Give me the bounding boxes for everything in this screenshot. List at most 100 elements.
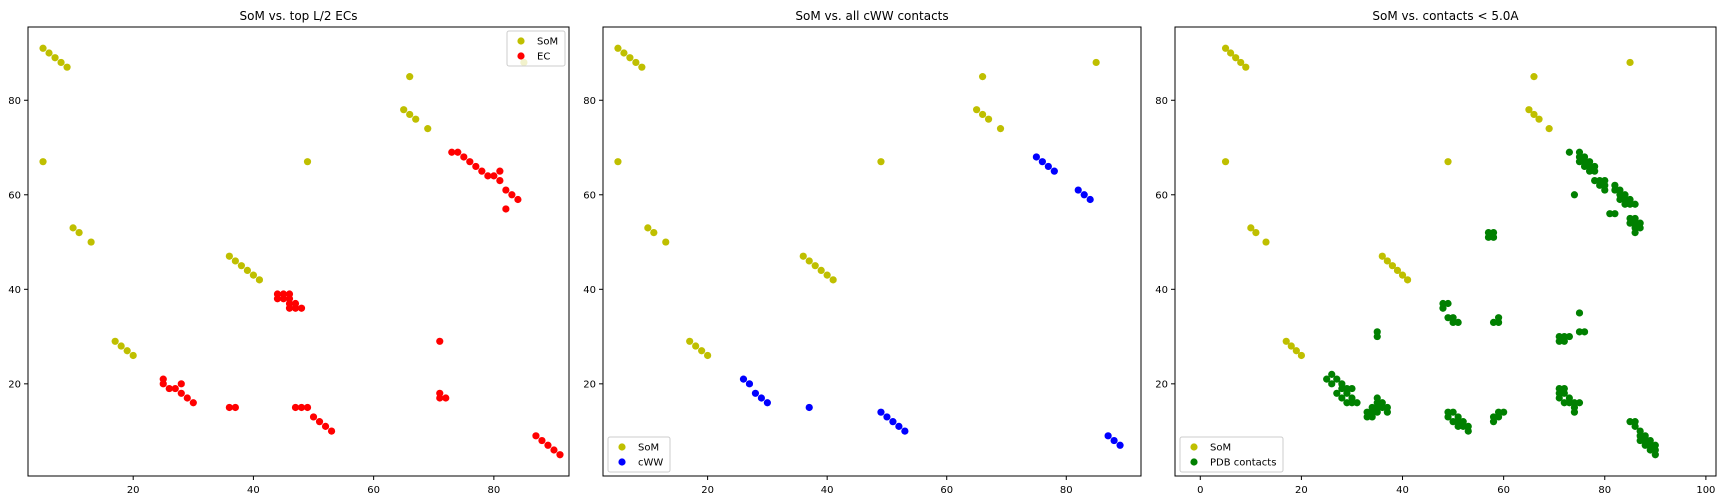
data-point bbox=[327, 427, 336, 435]
data-point bbox=[984, 115, 993, 123]
data-point bbox=[1287, 342, 1295, 350]
data-point bbox=[1580, 162, 1589, 171]
data-point bbox=[1353, 399, 1361, 407]
data-point bbox=[817, 266, 825, 275]
data-point bbox=[1373, 332, 1381, 341]
x-tick-label: 60 bbox=[367, 485, 380, 496]
data-point bbox=[1373, 408, 1381, 416]
data-point bbox=[1338, 394, 1346, 402]
data-point bbox=[805, 403, 813, 412]
data-point bbox=[662, 238, 670, 246]
data-point bbox=[1565, 332, 1573, 341]
data-point bbox=[225, 403, 233, 412]
data-point bbox=[87, 238, 95, 246]
data-point bbox=[805, 257, 813, 265]
legend-marker bbox=[618, 443, 626, 451]
data-point bbox=[237, 262, 245, 270]
legend-label: EC bbox=[537, 52, 550, 63]
legend-label: SoM bbox=[638, 443, 659, 454]
data-point bbox=[1104, 432, 1112, 440]
data-point bbox=[1626, 219, 1634, 227]
data-point bbox=[1646, 446, 1654, 454]
data-point bbox=[1449, 408, 1457, 416]
data-point bbox=[1449, 318, 1457, 326]
data-point bbox=[460, 153, 468, 161]
data-point bbox=[1631, 228, 1639, 237]
data-point bbox=[1227, 49, 1235, 57]
data-point bbox=[1343, 399, 1351, 407]
data-point bbox=[436, 394, 444, 402]
chart-title: SoM vs. top L/2 ECs bbox=[240, 9, 358, 23]
legend-marker bbox=[1190, 458, 1198, 466]
data-point bbox=[1262, 238, 1270, 246]
data-point bbox=[279, 295, 288, 303]
data-point bbox=[117, 342, 125, 350]
data-point bbox=[978, 110, 987, 119]
x-tick-label: 40 bbox=[821, 485, 834, 496]
data-point bbox=[159, 380, 167, 388]
data-point bbox=[57, 58, 65, 67]
data-point bbox=[1110, 436, 1118, 445]
data-point bbox=[1368, 413, 1376, 421]
data-point bbox=[704, 351, 712, 360]
x-tick-label: 80 bbox=[1060, 485, 1073, 496]
data-point bbox=[502, 186, 510, 194]
series-som bbox=[39, 44, 528, 360]
data-point bbox=[1606, 210, 1614, 218]
data-point bbox=[1333, 389, 1341, 397]
data-point bbox=[1626, 58, 1634, 67]
data-point bbox=[1530, 110, 1538, 119]
data-point bbox=[1323, 375, 1331, 383]
data-point bbox=[901, 427, 909, 435]
data-point bbox=[508, 191, 516, 199]
legend: SoM EC bbox=[506, 30, 566, 67]
data-point bbox=[249, 271, 258, 279]
data-point bbox=[973, 106, 981, 114]
data-point bbox=[297, 304, 306, 312]
data-point bbox=[165, 384, 173, 393]
data-point bbox=[1560, 337, 1568, 345]
data-point bbox=[1378, 403, 1386, 412]
data-point bbox=[75, 228, 83, 237]
data-point bbox=[177, 389, 185, 397]
data-point bbox=[556, 451, 564, 459]
series-som bbox=[1221, 44, 1634, 360]
data-point bbox=[1343, 389, 1351, 397]
data-point bbox=[39, 158, 47, 166]
x-tick-label: 80 bbox=[487, 485, 500, 496]
data-point bbox=[1555, 337, 1563, 345]
data-point bbox=[255, 276, 264, 284]
data-point bbox=[1570, 408, 1579, 416]
chart-title: SoM vs. contacts < 5.0A bbox=[1372, 9, 1519, 23]
x-tick-label: 100 bbox=[1696, 485, 1715, 496]
data-point bbox=[763, 399, 771, 407]
data-point bbox=[889, 418, 897, 426]
data-point bbox=[1232, 54, 1240, 62]
series-cww bbox=[739, 153, 1124, 449]
data-point bbox=[1565, 399, 1573, 407]
x-tick-label: 20 bbox=[701, 485, 714, 496]
data-point bbox=[626, 54, 634, 62]
data-point bbox=[484, 172, 492, 180]
data-point bbox=[996, 125, 1005, 133]
chart-panel-1: SoM vs. top L/2 ECs 20 40 60 80 20 40 60 80 SoM EC bbox=[8, 9, 570, 496]
data-point bbox=[1596, 181, 1604, 189]
data-point bbox=[1631, 422, 1639, 430]
data-point bbox=[544, 441, 552, 449]
data-point bbox=[1252, 228, 1260, 237]
data-point bbox=[1297, 351, 1306, 360]
data-point bbox=[1388, 262, 1397, 270]
data-point bbox=[243, 266, 252, 275]
data-point bbox=[1444, 314, 1452, 322]
data-point bbox=[63, 63, 71, 71]
data-point bbox=[1560, 389, 1568, 397]
data-point bbox=[1116, 441, 1124, 449]
data-point bbox=[1580, 328, 1589, 336]
plot-area bbox=[602, 26, 1142, 477]
data-point bbox=[877, 158, 885, 166]
data-point bbox=[1575, 399, 1584, 407]
y-tick-label: 80 bbox=[8, 96, 21, 107]
y-tick-label: 20 bbox=[8, 379, 21, 390]
legend-box bbox=[1179, 436, 1284, 473]
data-point bbox=[829, 276, 837, 284]
